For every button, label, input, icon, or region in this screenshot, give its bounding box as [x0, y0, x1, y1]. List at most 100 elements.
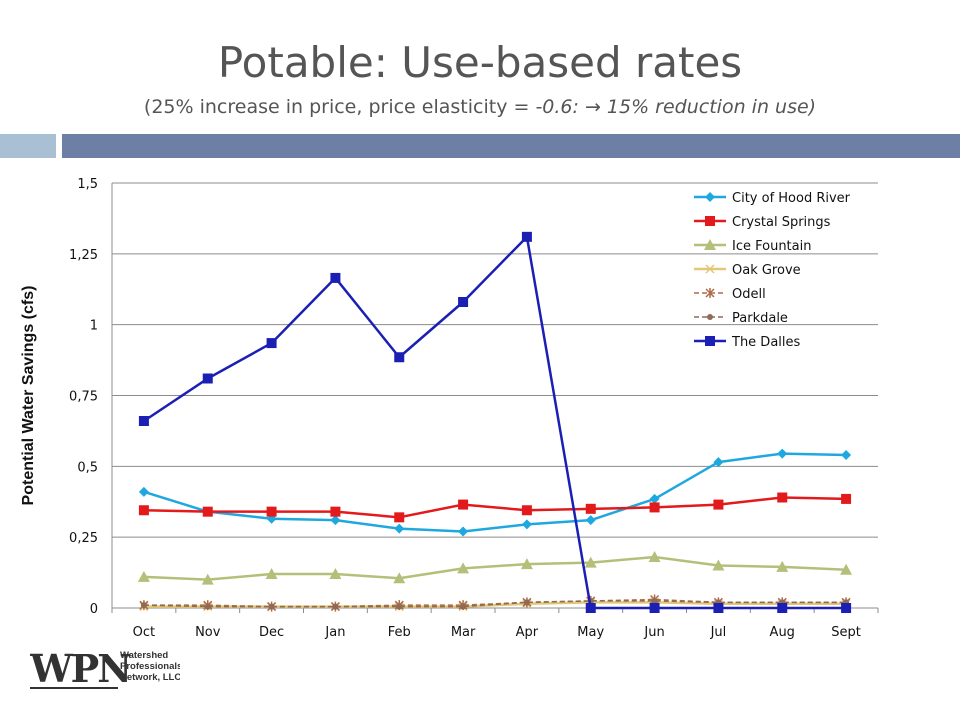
series-line	[143, 496, 847, 519]
data-point	[585, 503, 596, 514]
series-line	[143, 600, 847, 608]
data-point	[840, 563, 853, 575]
legend-marker	[705, 336, 715, 346]
series-line	[143, 235, 847, 610]
data-point	[202, 506, 213, 517]
data-point	[330, 272, 341, 283]
data-point	[584, 556, 597, 568]
data-point	[585, 603, 596, 613]
legend-label: Crystal Springs	[732, 215, 831, 230]
legend-label: Odell	[732, 287, 766, 302]
data-point	[458, 297, 469, 307]
legend-marker	[705, 264, 715, 274]
data-point	[777, 448, 788, 459]
legend-marker	[704, 239, 716, 250]
y-tick-label: 1,5	[77, 177, 98, 192]
series-line	[143, 452, 847, 533]
y-tick-label: 0,5	[77, 460, 98, 475]
data-point	[651, 597, 658, 604]
data-point	[458, 526, 469, 537]
data-point	[201, 573, 214, 585]
data-point	[394, 523, 405, 534]
legend-marker	[705, 288, 715, 298]
data-point	[202, 373, 213, 384]
data-point	[523, 599, 530, 606]
x-tick-label: Dec	[259, 625, 284, 640]
data-point	[140, 602, 147, 609]
series-line	[143, 555, 847, 581]
data-point	[585, 515, 596, 526]
x-tick-label: Mar	[451, 625, 476, 640]
data-point	[393, 572, 406, 584]
legend-label: Ice Fountain	[732, 239, 811, 254]
data-point	[330, 515, 341, 526]
data-point	[265, 568, 278, 579]
x-tick-label: May	[577, 625, 604, 640]
data-point	[394, 512, 405, 523]
data-point	[329, 568, 342, 579]
data-point	[713, 499, 724, 510]
data-point	[268, 603, 275, 610]
legend-label: The Dalles	[731, 335, 801, 350]
data-point	[204, 603, 211, 610]
data-point	[521, 519, 532, 530]
y-tick-label: 0,75	[69, 390, 98, 405]
x-tick-label: Sept	[831, 625, 861, 640]
legend-label: Oak Grove	[732, 263, 801, 278]
series-line	[143, 601, 847, 608]
data-point	[138, 416, 149, 426]
data-point	[266, 506, 277, 517]
data-point	[649, 493, 660, 504]
data-point	[649, 502, 660, 513]
x-tick-label: Feb	[388, 625, 411, 640]
x-tick-label: Jan	[324, 625, 345, 640]
y-axis-label: Potential Water Savings (cfs)	[20, 286, 37, 506]
data-point	[777, 603, 788, 613]
data-point	[332, 603, 339, 610]
data-point	[460, 603, 467, 610]
data-point	[138, 505, 149, 516]
data-point	[712, 559, 725, 571]
x-tick-label: Jul	[710, 625, 727, 640]
x-tick-label: Jun	[643, 625, 664, 640]
x-tick-label: Oct	[133, 625, 155, 640]
data-point	[841, 493, 852, 504]
slide-subtitle: (25% increase in price, price elasticity…	[0, 96, 960, 118]
y-tick-label: 0	[90, 602, 98, 617]
data-point	[713, 457, 724, 468]
legend-marker	[705, 216, 715, 226]
subtitle-text: (25% increase in price, price elasticity…	[143, 96, 536, 118]
data-point	[649, 603, 660, 613]
data-point	[396, 603, 403, 610]
x-tick-label: Apr	[516, 625, 539, 640]
line-chart: 0 0,25 0,5 0,75 1 1,25 1,5 Oct Nov Dec Jan Feb Mar Ap…	[20, 177, 879, 640]
y-tick-label: 1,25	[69, 248, 98, 263]
x-tick-label: Nov	[195, 625, 221, 640]
data-point	[521, 505, 532, 516]
wpn-logo: WPN Watershed Professionals Network, LLC	[30, 646, 180, 691]
data-point	[137, 570, 150, 582]
data-point	[521, 231, 532, 242]
logo-mark: WPN	[30, 646, 131, 691]
data-point	[648, 551, 661, 562]
logo-line-2: Professionals	[120, 661, 180, 672]
legend-label: City of Hood River	[732, 191, 851, 206]
data-point	[394, 352, 405, 363]
legend-label: Parkdale	[732, 311, 788, 326]
data-point	[841, 603, 852, 613]
x-tick-label: Aug	[770, 625, 795, 640]
data-point	[777, 492, 788, 503]
data-point	[330, 506, 341, 517]
data-point	[457, 562, 470, 574]
accent-bar-light	[0, 134, 56, 158]
data-point	[458, 499, 469, 510]
data-point	[266, 338, 277, 349]
y-tick-label: 1	[90, 319, 98, 334]
slide-title: Potable: Use-based rates	[217, 38, 743, 87]
legend-marker	[707, 314, 713, 320]
data-point	[138, 486, 149, 497]
logo-line-1: Watershed	[120, 650, 168, 661]
accent-bar-dark	[62, 134, 960, 158]
data-point	[520, 558, 533, 570]
logo-line-3: Network, LLC	[120, 672, 180, 683]
